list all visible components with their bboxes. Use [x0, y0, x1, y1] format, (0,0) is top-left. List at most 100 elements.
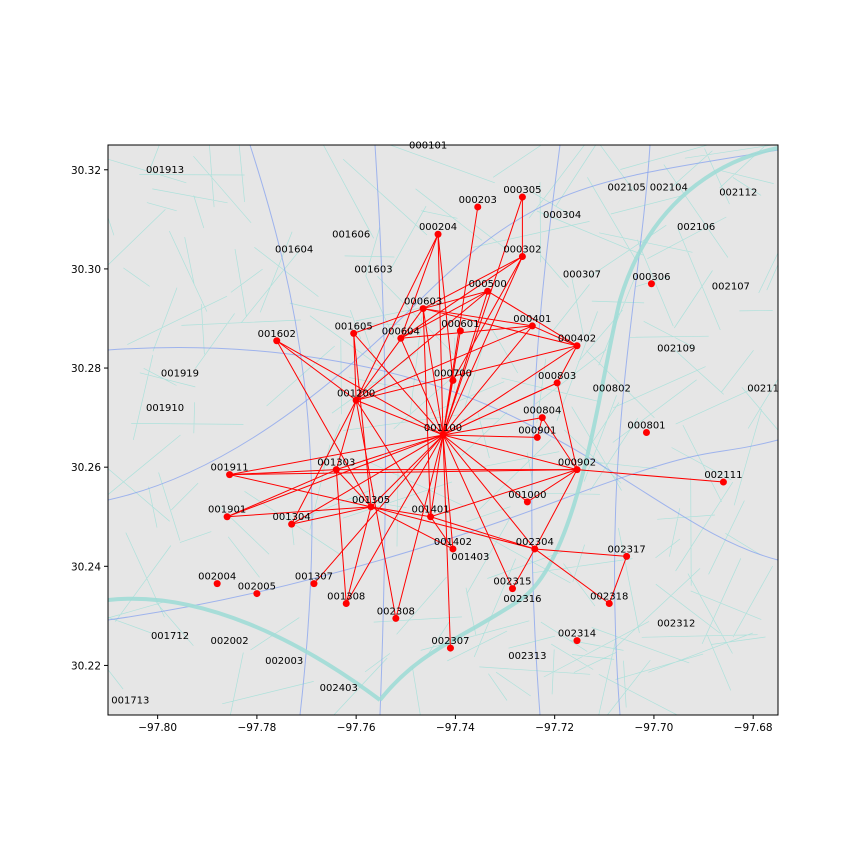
tract-label-000801: 000801	[627, 420, 665, 431]
tract-label-000304: 000304	[543, 210, 581, 221]
edge-001100-001200	[355, 399, 444, 436]
node-000804	[538, 414, 546, 422]
major-roads	[108, 145, 778, 715]
tract-label-001307: 001307	[295, 572, 333, 583]
edge-000804-000902	[541, 417, 578, 470]
tract-label-001403: 001403	[451, 552, 489, 563]
edge-000401-000402	[532, 325, 578, 347]
edge-000902-001911	[229, 469, 578, 476]
node-002304	[531, 545, 539, 553]
tract-label-000804: 000804	[523, 406, 561, 417]
edge-001100-000901	[442, 434, 538, 438]
edge-001100-001402	[442, 434, 454, 549]
edge-001100-000604	[400, 338, 444, 436]
tract-label-001606: 001606	[332, 230, 370, 241]
river	[108, 146, 778, 702]
edge-000803-000902	[556, 382, 578, 470]
edge-001100-001605	[353, 333, 444, 436]
edge-001200-001401	[355, 399, 432, 518]
node-001305	[367, 503, 375, 511]
node-000203	[474, 203, 482, 211]
tract-label-002403: 002403	[320, 683, 358, 694]
edge-001100-000305	[442, 196, 523, 436]
tract-label-000902: 000902	[558, 458, 596, 469]
tract-label-001713: 001713	[111, 696, 149, 707]
edge-000604-000401	[400, 325, 533, 339]
tract-label-002308: 002308	[377, 606, 415, 617]
node-002307	[446, 644, 454, 652]
node-000603	[419, 305, 427, 313]
edge-000500-000402	[487, 290, 578, 347]
edge-001401-002304	[430, 516, 535, 550]
node-001402	[449, 545, 457, 553]
edge-001100-002304	[442, 434, 536, 550]
edge-000603-000402	[423, 308, 578, 347]
network-nodes	[213, 193, 727, 652]
node-000305	[518, 193, 526, 201]
edge-000402-000803	[556, 345, 578, 384]
node-002315	[508, 585, 516, 593]
tract-label-000101: 000101	[409, 140, 447, 151]
tract-label-002318: 002318	[590, 591, 628, 602]
tract-label-001605: 001605	[335, 321, 373, 332]
y-tick-label: 30.24	[71, 561, 101, 573]
tract-label-001604: 001604	[275, 245, 313, 256]
x-tick-label: −97.78	[237, 722, 276, 734]
edge-001305-001304	[291, 506, 372, 525]
node-000302	[518, 253, 526, 261]
tract-label-002003: 002003	[265, 656, 303, 667]
tract-label-001603: 001603	[354, 264, 392, 275]
edge-001305-001402	[370, 506, 454, 550]
node-001901	[223, 513, 231, 521]
edge-000902-001401	[430, 469, 578, 518]
tract-label-00211: 00211	[747, 383, 779, 394]
tract-label-002314: 002314	[558, 629, 596, 640]
tract-label-001919: 001919	[161, 368, 199, 379]
edge-001100-000700	[442, 380, 454, 436]
x-tick-label: −97.68	[734, 722, 773, 734]
edge-001303-001901	[226, 469, 337, 518]
edge-001100-002315	[442, 434, 513, 589]
node-001307	[310, 580, 318, 588]
tract-label-001712: 001712	[151, 631, 189, 642]
edge-000902-001000	[527, 469, 578, 503]
tract-label-002105: 002105	[608, 183, 646, 194]
tract-label-000302: 000302	[503, 245, 541, 256]
node-000401	[528, 322, 536, 330]
tract-label-001305: 001305	[352, 495, 390, 506]
edge-000803-001100	[442, 382, 558, 436]
tract-label-002002: 002002	[210, 636, 248, 647]
edge-001305-001308	[345, 506, 372, 604]
node-000306	[647, 280, 655, 288]
edge-000500-000604	[400, 290, 488, 339]
x-tick-label: −97.80	[138, 722, 177, 734]
edge-001100-000804	[442, 417, 543, 436]
node-001303	[332, 466, 340, 474]
x-tick-label: −97.70	[634, 722, 673, 734]
tract-label-001000: 001000	[508, 490, 546, 501]
tract-label-001308: 001308	[327, 591, 365, 602]
tract-label-000603: 000603	[404, 297, 442, 308]
tract-label-000500: 000500	[469, 279, 507, 290]
y-tick-label: 30.30	[71, 264, 101, 276]
tract-label-001910: 001910	[146, 403, 184, 414]
tract-label-002304: 002304	[516, 537, 554, 548]
edge-000604-000302	[400, 256, 523, 339]
node-001100	[439, 431, 447, 439]
edge-001100-001911	[229, 434, 444, 476]
edge-001200-001303	[335, 400, 357, 470]
edge-001303-001305	[335, 469, 372, 508]
tract-label-000700: 000700	[434, 368, 472, 379]
edge-001303-001308	[335, 469, 347, 604]
edge-002304-002317	[534, 548, 627, 557]
edge-001605-001200	[353, 333, 357, 401]
tract-label-002312: 002312	[657, 619, 695, 630]
node-000601	[456, 327, 464, 335]
edge-001100-001307	[313, 434, 444, 584]
edge-001200-000402	[356, 345, 578, 401]
tract-label-000901: 000901	[518, 425, 556, 436]
tract-label-001602: 001602	[258, 329, 296, 340]
edge-001100-000902	[442, 434, 578, 471]
tract-label-001901: 001901	[208, 505, 246, 516]
tract-label-000402: 000402	[558, 334, 596, 345]
